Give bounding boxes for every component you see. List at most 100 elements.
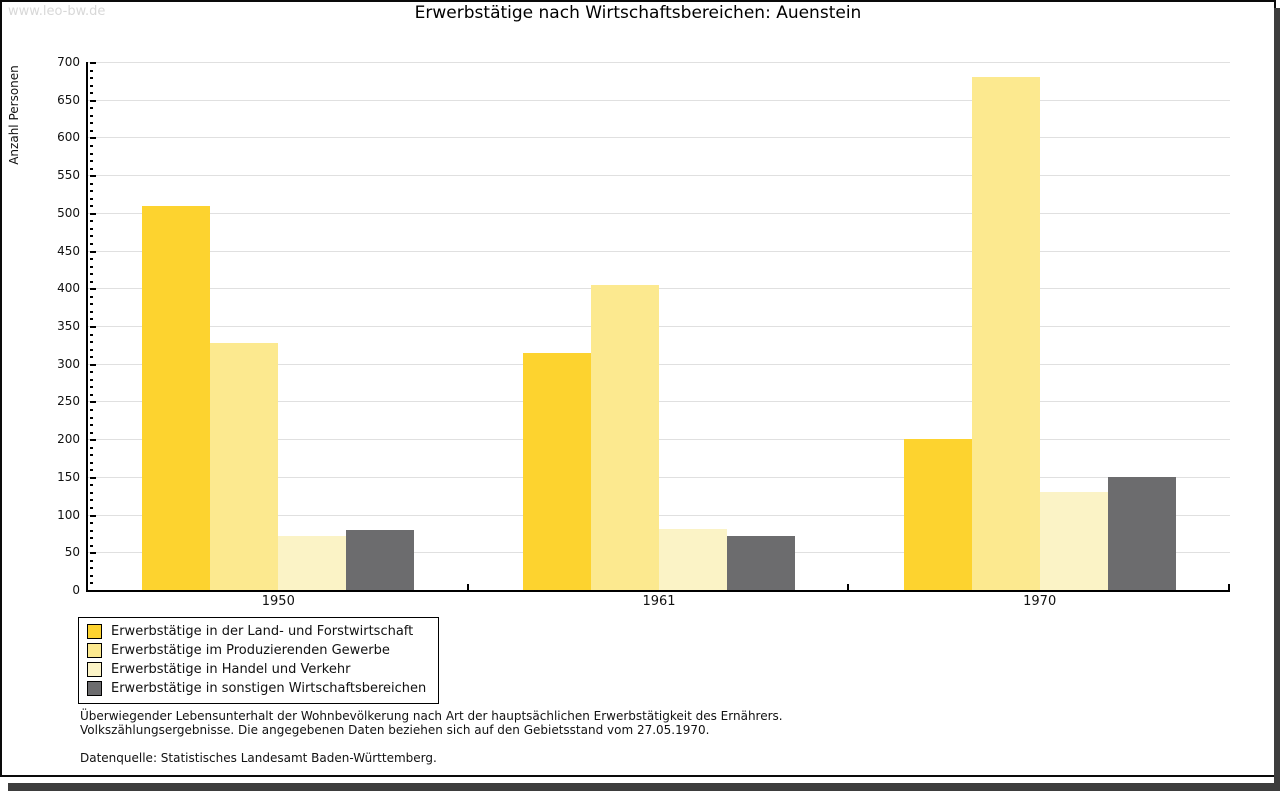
y-minor-tick — [90, 537, 93, 539]
y-minor-tick — [90, 567, 93, 569]
y-minor-tick — [90, 168, 93, 170]
y-minor-tick — [90, 432, 93, 434]
y-tick-label: 350 — [57, 319, 80, 333]
bar — [971, 77, 1040, 590]
x-category-label: 1970 — [1023, 594, 1057, 609]
x-boundary-tick — [1228, 584, 1230, 590]
footnote-line-1: Überwiegender Lebensunterhalt der Wohnbe… — [80, 709, 783, 723]
y-minor-tick — [90, 507, 93, 509]
y-minor-tick — [90, 220, 93, 222]
y-major-tick — [90, 326, 96, 328]
gridline — [88, 137, 1230, 138]
y-minor-tick — [90, 273, 93, 275]
y-major-tick — [90, 251, 96, 253]
y-minor-tick — [90, 107, 93, 109]
y-minor-tick — [90, 492, 93, 494]
gridline — [88, 401, 1230, 402]
gridline — [88, 477, 1230, 478]
x-boundary-tick — [847, 584, 850, 590]
y-axis-line — [86, 62, 88, 592]
y-minor-tick — [90, 160, 93, 162]
gridline — [88, 251, 1230, 252]
x-category-label: 1961 — [642, 594, 676, 609]
y-major-tick — [90, 62, 96, 64]
y-major-tick — [90, 515, 96, 517]
y-major-tick — [90, 137, 96, 139]
y-minor-tick — [90, 198, 93, 200]
y-major-tick — [90, 477, 96, 479]
y-tick-label: 0 — [72, 583, 80, 597]
bar — [278, 535, 347, 590]
y-minor-tick — [90, 424, 93, 426]
y-minor-tick — [90, 205, 93, 207]
y-minor-tick — [90, 447, 93, 449]
bar — [210, 342, 279, 590]
y-minor-tick — [90, 145, 93, 147]
y-major-tick — [90, 439, 96, 441]
watermark: www.leo-bw.de — [8, 4, 106, 19]
y-minor-tick — [90, 130, 93, 132]
bar — [523, 353, 591, 590]
legend-item-label: Erwerbstätige im Produzierenden Gewerbe — [111, 643, 390, 658]
bar — [591, 285, 659, 590]
gridline — [88, 288, 1230, 289]
y-minor-tick — [90, 296, 93, 298]
bar — [346, 529, 415, 590]
y-major-tick — [90, 213, 96, 215]
y-minor-tick — [90, 469, 93, 471]
y-minor-tick — [90, 379, 93, 381]
y-minor-tick — [90, 85, 93, 87]
y-minor-tick — [90, 582, 93, 584]
y-minor-tick — [90, 371, 93, 373]
y-minor-tick — [90, 70, 93, 72]
gridline — [88, 175, 1230, 176]
y-tick-label: 500 — [57, 206, 80, 220]
y-minor-tick — [90, 394, 93, 396]
y-minor-tick — [90, 318, 93, 320]
y-minor-tick — [90, 153, 93, 155]
y-minor-tick — [90, 115, 93, 117]
y-minor-tick — [90, 462, 93, 464]
y-major-tick — [90, 364, 96, 366]
gridline — [88, 364, 1230, 365]
y-tick-label: 50 — [64, 545, 80, 559]
chart-title: Erwerbstätige nach Wirtschaftsbereichen:… — [414, 3, 862, 23]
y-minor-tick — [90, 266, 93, 268]
y-minor-tick — [90, 243, 93, 245]
y-minor-tick — [90, 258, 93, 260]
y-minor-tick — [90, 281, 93, 283]
y-major-tick — [90, 175, 96, 177]
bar — [142, 206, 211, 590]
footnote-line-2: Volkszählungsergebnisse. Die angegebenen… — [80, 723, 710, 737]
bar — [903, 439, 972, 590]
y-minor-tick — [90, 417, 93, 419]
gridline — [88, 439, 1230, 440]
y-minor-tick — [90, 386, 93, 388]
y-tick-label: 700 — [57, 55, 80, 69]
y-tick-label: 650 — [57, 93, 80, 107]
y-minor-tick — [90, 545, 93, 547]
legend-item: Erwerbstätige in der Land- und Forstwirt… — [87, 622, 426, 641]
bar — [727, 535, 795, 590]
y-minor-tick — [90, 183, 93, 185]
legend-item: Erwerbstätige in Handel und Verkehr — [87, 660, 426, 679]
legend-swatch — [87, 624, 102, 639]
gridline — [88, 62, 1230, 63]
data-source: Datenquelle: Statistisches Landesamt Bad… — [80, 751, 437, 765]
y-tick-label: 450 — [57, 244, 80, 258]
y-tick-label: 250 — [57, 394, 80, 408]
x-boundary-tick — [466, 584, 469, 590]
y-major-tick — [90, 288, 96, 290]
y-tick-label: 400 — [57, 281, 80, 295]
y-minor-tick — [90, 409, 93, 411]
y-tick-label: 200 — [57, 432, 80, 446]
y-tick-label: 550 — [57, 168, 80, 182]
frame-shadow-bottom — [8, 783, 1280, 791]
plot-area: 0 50 100 150 200 250 300 350 400 450 500 550 600 650 7… — [57, 55, 1230, 609]
x-category-label: 1950 — [261, 594, 295, 609]
x-axis-line — [86, 590, 1230, 592]
y-minor-tick — [90, 522, 93, 524]
y-minor-tick — [90, 92, 93, 94]
y-minor-tick — [90, 334, 93, 336]
y-minor-tick — [90, 560, 93, 562]
